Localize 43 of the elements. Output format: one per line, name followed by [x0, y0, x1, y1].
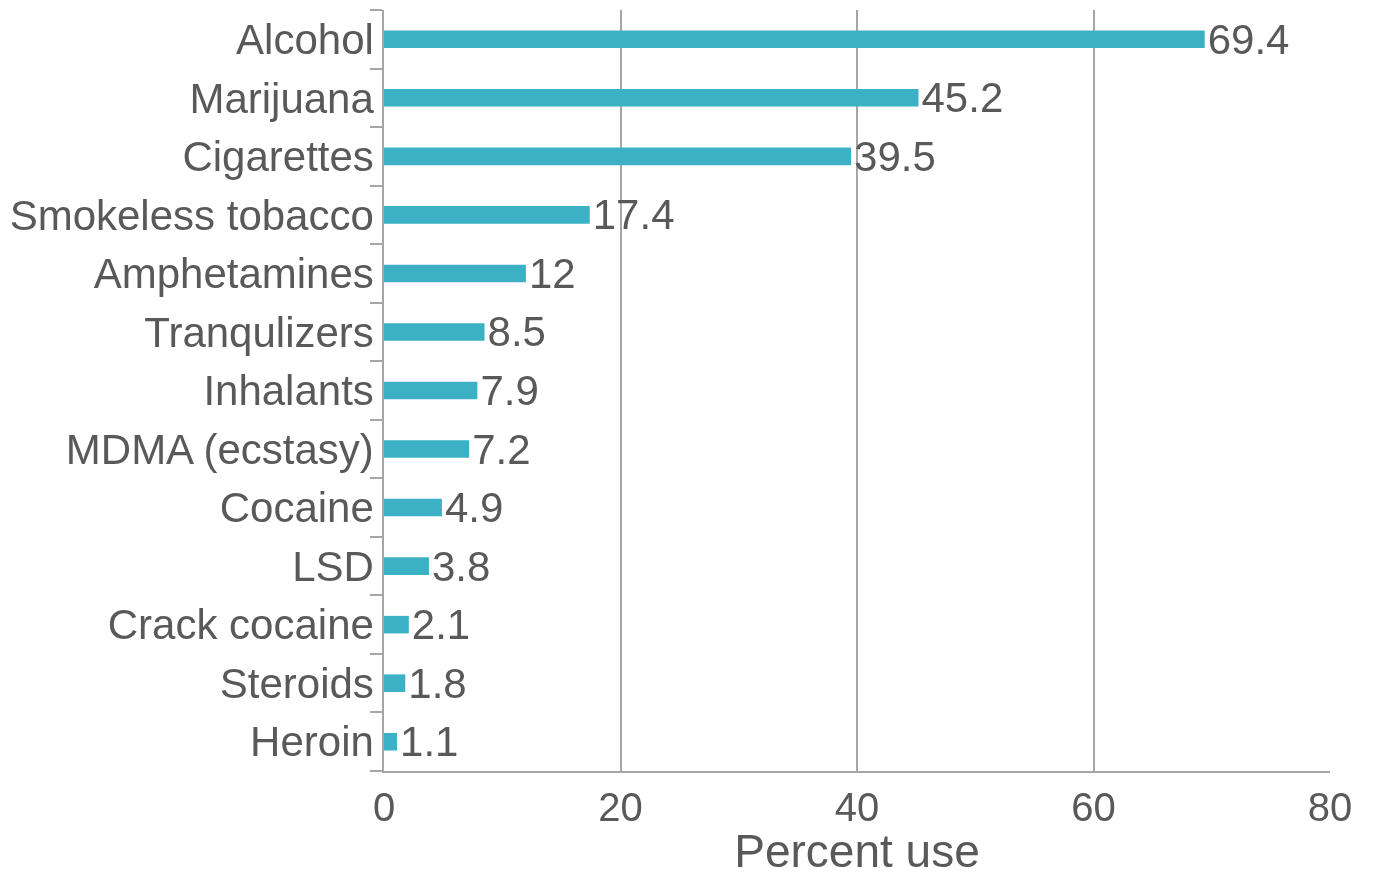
bar [384, 440, 470, 458]
y-tick-label: Cocaine [219, 484, 374, 532]
y-tick-label: Marijuana [189, 74, 375, 122]
data-label: 2.1 [411, 601, 471, 649]
bar [384, 615, 409, 634]
data-label: 1.8 [408, 659, 467, 707]
bar [384, 674, 406, 692]
y-tick-label: MDMA (ecstasy) [65, 425, 374, 473]
bar [384, 557, 429, 575]
bar [384, 89, 919, 107]
data-label: 69.4 [1207, 15, 1290, 63]
data-label: 45.2 [921, 74, 1004, 122]
data-label: 4.9 [444, 484, 504, 532]
bar [384, 323, 485, 341]
y-tick-label: LSD [292, 542, 374, 590]
x-tick-label: 60 [1071, 784, 1116, 829]
data-label: 17.4 [592, 191, 675, 239]
data-label: 8.5 [487, 308, 546, 356]
bar [384, 498, 442, 517]
data-label: 1.1 [400, 718, 459, 766]
y-tick-label: Cigarettes [182, 133, 374, 181]
bar [384, 732, 398, 751]
data-label: 7.2 [472, 425, 531, 473]
data-label: 3.8 [431, 542, 491, 590]
bar [384, 147, 852, 166]
y-tick-label: Inhalants [203, 367, 374, 415]
data-label: 7.9 [480, 367, 539, 414]
bar [384, 206, 590, 224]
y-tick-label: Steroids [219, 659, 374, 707]
bar [384, 381, 478, 400]
y-tick-label: Amphetamines [93, 250, 374, 298]
bar [384, 264, 526, 283]
y-tick-label: Crack cocaine [107, 601, 374, 649]
x-tick-label: 0 [372, 784, 396, 829]
y-tick-label: Tranqulizers [144, 308, 374, 356]
data-label: 12 [528, 249, 576, 297]
data-label: 39.5 [854, 132, 936, 180]
y-tick-label: Alcohol [236, 15, 374, 63]
x-tick-label: 80 [1307, 784, 1353, 829]
y-tick-label: Smokeless tobacco [9, 191, 374, 239]
bar [384, 30, 1205, 49]
y-tick-label: Heroin [250, 718, 374, 766]
x-tick-label: 20 [598, 784, 643, 829]
